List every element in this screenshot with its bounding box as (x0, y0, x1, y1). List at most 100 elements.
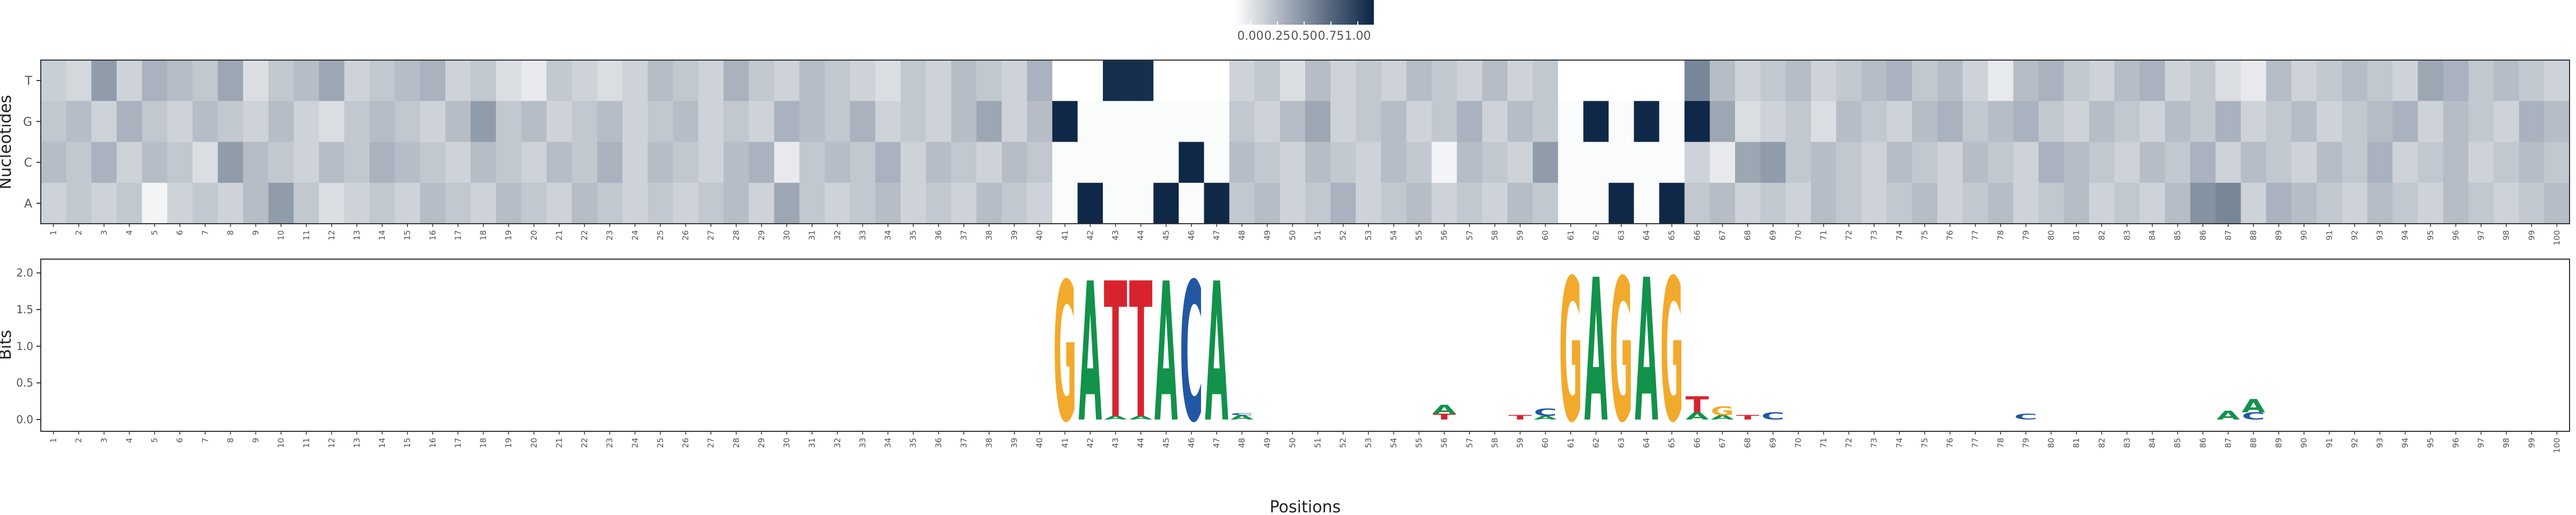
heatmap-cell-T-30 (774, 60, 800, 101)
heatmap-cell-C-90 (2291, 142, 2317, 183)
logo-letter-C-69: C (1761, 410, 1785, 422)
heatmap-cell-T-23 (597, 60, 623, 101)
heatmap-x-tick-label: 26 (681, 230, 691, 240)
heatmap-cell-A-98 (2493, 182, 2520, 224)
heatmap-cell-A-67 (1709, 182, 1736, 224)
heatmap-cell-A-11 (294, 182, 319, 224)
heatmap-cell-A-94 (2392, 182, 2418, 224)
heatmap-cell-T-6 (167, 60, 193, 101)
heatmap-cell-G-63 (1608, 101, 1635, 143)
logo-letter-A-64: A (1635, 238, 1658, 466)
logo-y-tick-label: 1.5 (16, 303, 33, 316)
logo-x-tick-label: 27 (706, 438, 716, 448)
heatmap-cell-A-75 (1912, 182, 1938, 224)
heatmap-cell-A-12 (319, 182, 345, 224)
heatmap-cell-A-89 (2266, 182, 2292, 224)
heatmap-x-tick-label: 69 (1768, 230, 1778, 240)
heatmap-x-tick-label: 80 (2046, 230, 2056, 240)
logo-x-tick-label: 50 (1287, 438, 1297, 448)
heatmap-cell-C-83 (2114, 142, 2140, 183)
heatmap-x-tick-label: 98 (2501, 230, 2511, 240)
heatmap-cell-G-50 (1279, 101, 1306, 143)
heatmap-cell-C-38 (976, 142, 1002, 183)
heatmap-cell-A-99 (2519, 182, 2545, 224)
heatmap-cell-A-22 (572, 182, 598, 224)
heatmap-x-tick-label: 79 (2021, 230, 2031, 240)
heatmap-x-tick-label: 81 (2072, 230, 2081, 240)
logo-letter-A-47: A (1205, 244, 1228, 465)
heatmap-cell-A-20 (521, 182, 547, 224)
logo-letter-T-44: T (1129, 244, 1152, 460)
heatmap-cell-G-73 (1861, 101, 1887, 143)
logo-x-tick-label: 86 (2198, 438, 2208, 448)
logo-letter-glyph: A (1230, 414, 1254, 421)
heatmap-cell-A-10 (268, 182, 294, 224)
logo-x-tick-label: 77 (1971, 438, 1980, 448)
heatmap-cell-A-30 (774, 182, 800, 224)
heatmap-cell-G-48 (1229, 101, 1255, 143)
logo-x-tick-label: 65 (1667, 438, 1677, 448)
heatmap-cell-G-69 (1760, 101, 1786, 143)
logo-letter-glyph: A (1432, 403, 1456, 417)
heatmap-cell-T-93 (2367, 60, 2393, 101)
heatmap-x-tick-label: 8 (225, 230, 235, 236)
heatmap-cell-A-95 (2418, 182, 2443, 224)
heatmap-cell-T-17 (445, 60, 471, 101)
heatmap-cell-C-85 (2165, 142, 2191, 183)
heatmap-cell-C-10 (268, 142, 294, 183)
heatmap-cell-G-97 (2468, 101, 2494, 143)
heatmap-cell-T-4 (116, 60, 143, 101)
heatmap-x-tick-label: 85 (2173, 230, 2183, 240)
heatmap-x-tick-label: 14 (377, 230, 387, 240)
heatmap-cell-T-59 (1507, 60, 1533, 101)
heatmap-cell-C-27 (698, 142, 724, 183)
heatmap-x-tick-label: 6 (175, 230, 185, 236)
logo-x-tick-label: 91 (2324, 438, 2334, 448)
heatmap-cell-A-88 (2241, 182, 2267, 224)
heatmap-cell-G-32 (824, 101, 851, 143)
heatmap-cell-C-39 (1001, 142, 1028, 183)
heatmap-cell-A-9 (243, 182, 269, 224)
heatmap-cell-T-67 (1709, 60, 1736, 101)
logo-letter-glyph: C (1230, 413, 1254, 416)
logo-letter-T-66: T (1686, 392, 1709, 417)
heatmap-cell-C-53 (1356, 142, 1381, 183)
heatmap-cell-C-66 (1684, 142, 1710, 183)
heatmap-cell-G-52 (1330, 101, 1356, 143)
heatmap-x-tick-label: 63 (1616, 230, 1626, 240)
logo-x-tick-label: 34 (883, 438, 893, 448)
heatmap-cell-G-20 (521, 101, 547, 143)
heatmap-x-tick-label: 27 (706, 230, 716, 240)
logo-letter-A-42: A (1079, 244, 1102, 465)
colorbar: 0.00 0.25 0.50 0.75 1.00 (1234, 0, 1374, 43)
heatmap-cell-G-45 (1153, 101, 1179, 143)
heatmap-cell-G-95 (2418, 101, 2443, 143)
heatmap-cell-A-19 (496, 182, 522, 224)
heatmap-cell-T-69 (1760, 60, 1786, 101)
heatmap-cell-C-18 (471, 142, 496, 183)
heatmap-cell-A-29 (749, 182, 775, 224)
heatmap-cell-A-54 (1381, 182, 1407, 224)
heatmap-x-tick-label: 46 (1187, 230, 1196, 240)
heatmap-cell-C-17 (445, 142, 471, 183)
heatmap-cell-A-82 (2089, 182, 2115, 224)
heatmap-cell-G-59 (1507, 101, 1533, 143)
heatmap-cell-C-55 (1406, 142, 1432, 183)
logo-x-tick-label: 41 (1060, 438, 1070, 448)
heatmap-x-tick-label: 84 (2148, 230, 2157, 240)
heatmap-x-tick-label: 39 (1009, 230, 1019, 240)
heatmap-cell-T-56 (1431, 60, 1458, 101)
heatmap-cell-A-73 (1861, 182, 1887, 224)
heatmap-cell-C-37 (951, 142, 977, 183)
heatmap-cell-T-73 (1861, 60, 1887, 101)
heatmap-cell-T-34 (875, 60, 901, 101)
heatmap-cell-C-15 (394, 142, 421, 183)
heatmap-cell-G-64 (1634, 101, 1660, 143)
logo-x-tick-label: 30 (782, 438, 792, 448)
logo-x-tick-label: 74 (1894, 438, 1904, 448)
logo-x-tick-label: 79 (2021, 438, 2031, 448)
heatmap-cell-G-53 (1356, 101, 1381, 143)
logo-panel: G A AT AT A C A AC TAT AC G A G A G AT AG T C C A CA 0.00.51.… (0, 238, 2570, 515)
logo-x-tick-label: 57 (1465, 438, 1474, 448)
